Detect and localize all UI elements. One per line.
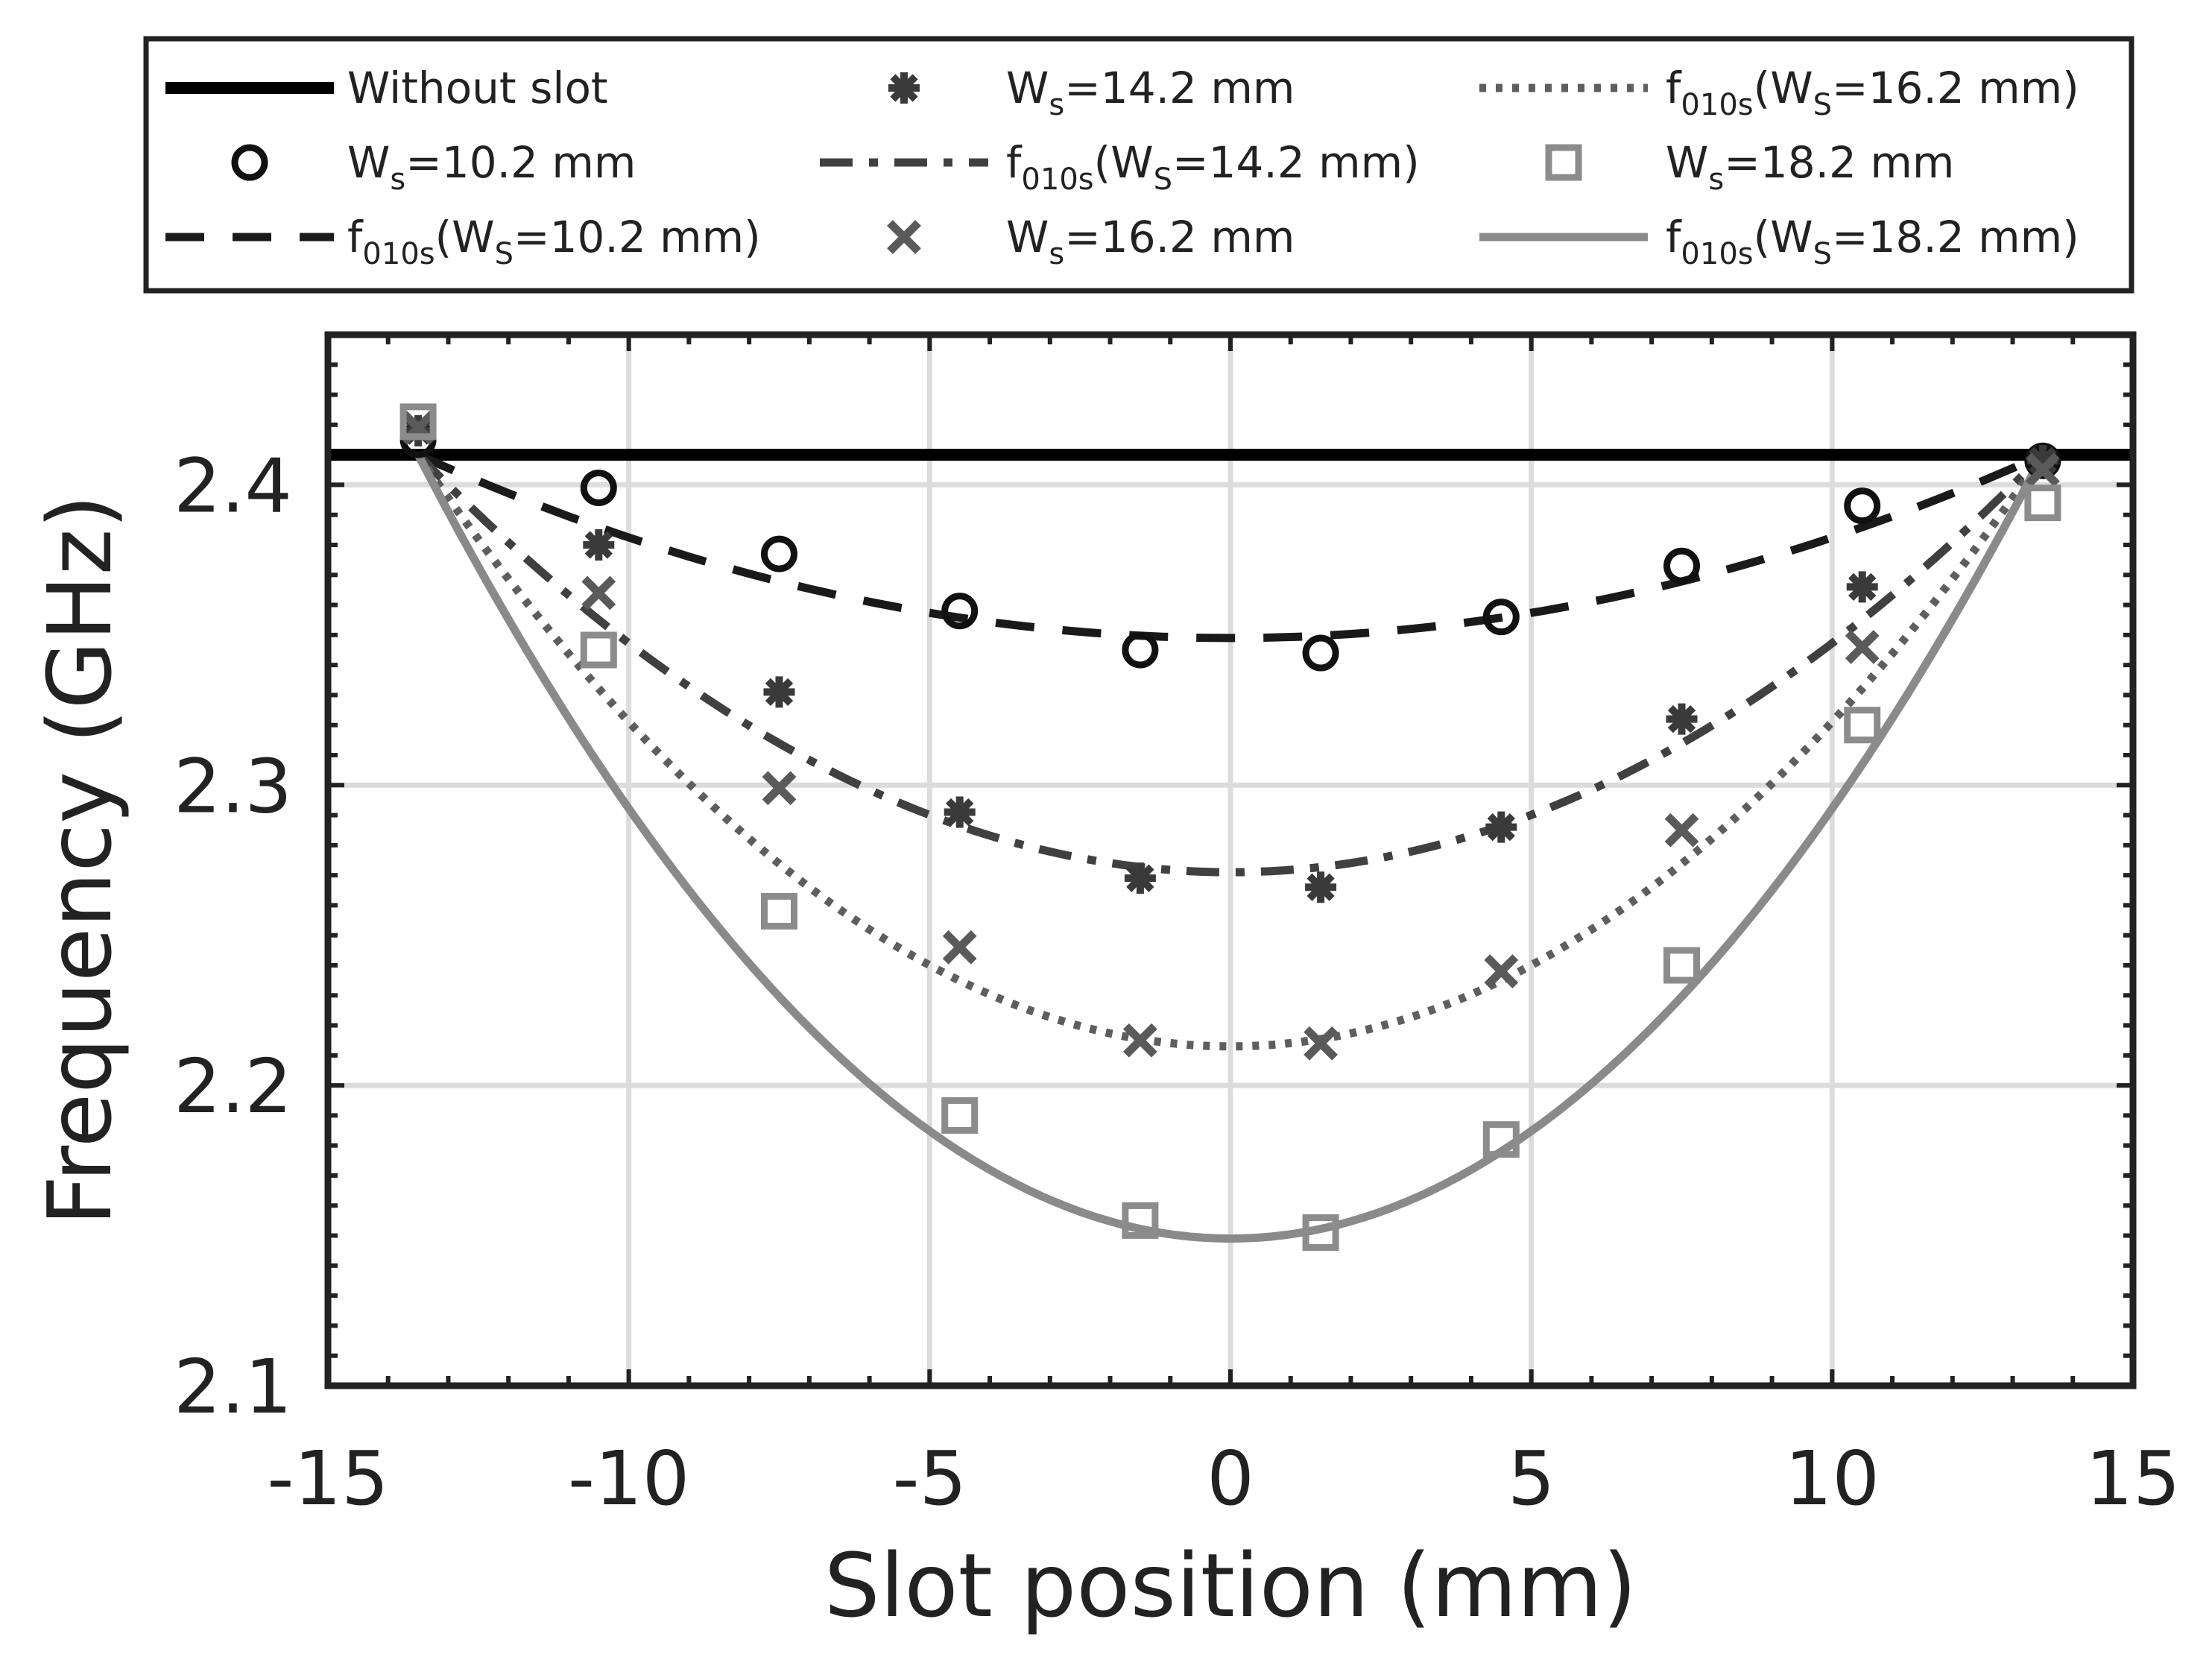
legend-entry: f010s(WS=18.2 mm)	[1479, 212, 2079, 271]
legend-label: Without slot	[347, 63, 608, 113]
legend-label: f010s(WS=16.2 mm)	[1666, 63, 2079, 122]
legend-label: Ws=16.2 mm	[1006, 212, 1295, 271]
legend-swatch-marker	[1545, 144, 1582, 181]
legend: Without slot Ws=10.2 mm f010s(WS=10.2 mm) W…	[143, 36, 2134, 294]
grid	[328, 335, 2133, 1386]
data-point-x	[581, 575, 616, 610]
data-point-star-core	[1132, 871, 1148, 886]
y-tick-labels: 2.1 2.2 2.3 2.4	[174, 442, 292, 1430]
legend-label: Ws=14.2 mm	[1006, 63, 1295, 122]
series-markers	[399, 403, 2061, 1252]
legend-box	[143, 36, 2134, 294]
data-point-square	[399, 403, 437, 441]
legend-entry: Ws=18.2 mm	[1545, 137, 1954, 197]
legend-items: Without slot Ws=10.2 mm f010s(WS=10.2 mm) W…	[165, 63, 2079, 271]
x-tick-label: -5	[892, 1435, 967, 1522]
data-point-star-core	[591, 537, 607, 552]
data-point-x	[2026, 452, 2060, 488]
x-tick-label: 10	[1785, 1435, 1880, 1522]
y-axis-label: Frequency (GHz)	[28, 494, 131, 1225]
x-tick-label: 5	[1508, 1435, 1555, 1522]
data-point-square	[1844, 707, 1881, 744]
fit-curve	[416, 451, 2045, 643]
data-point-x	[1304, 1026, 1338, 1061]
fit-curve	[415, 452, 2046, 877]
y-tick-label: 2.4	[174, 442, 292, 529]
data-point-circle	[1482, 599, 1520, 636]
legend-entry: f010s(WS=16.2 mm)	[1479, 63, 2079, 122]
legend-entry: Ws=10.2 mm	[231, 137, 636, 197]
legend-label: f010s(WS=14.2 mm)	[1006, 137, 1420, 197]
x-tick-label: -10	[568, 1435, 689, 1522]
data-point-circle	[1844, 488, 1881, 525]
legend-label: Ws=18.2 mm	[1666, 137, 1954, 197]
legend-swatch-marker	[231, 144, 268, 181]
legend-entry: f010s(WS=14.2 mm)	[820, 137, 1420, 197]
data-point-square	[1663, 947, 1700, 984]
legend-label: Ws=10.2 mm	[347, 137, 636, 197]
data-point-x	[1123, 1023, 1157, 1058]
y-tick-label: 2.1	[174, 1343, 292, 1430]
x-tick-label: -15	[267, 1435, 388, 1522]
data-point-square	[941, 1097, 979, 1134]
data-point-star-core	[771, 684, 787, 700]
data-point-circle	[1663, 547, 1700, 584]
data-point-square	[761, 892, 797, 930]
data-point-circle	[1122, 631, 1159, 669]
fit-curve	[414, 452, 2047, 1051]
legend-entry: Without slot	[165, 63, 608, 113]
x-tick-label: 0	[1207, 1435, 1254, 1522]
legend-label: f010s(WS=18.2 mm)	[1666, 212, 2079, 271]
fit-curve	[414, 452, 2047, 1243]
data-point-star-core	[1494, 819, 1509, 835]
series-lines	[328, 449, 2133, 1243]
legend-swatch-marker-core	[897, 81, 911, 95]
data-point-x	[1845, 630, 1880, 664]
data-point-circle	[580, 469, 617, 506]
legend-entry: Ws=16.2 mm	[887, 212, 1295, 271]
data-point-square	[1482, 1121, 1520, 1158]
x-tick-label: 15	[2085, 1435, 2180, 1522]
y-tick-label: 2.2	[174, 1043, 292, 1130]
data-point-square	[2024, 485, 2061, 522]
data-point-x	[942, 930, 977, 965]
plot-frame	[324, 331, 2137, 1389]
data-point-square	[1122, 1202, 1159, 1239]
x-axis-label: Slot position (mm)	[824, 1534, 1637, 1637]
data-point-star-core	[952, 804, 967, 820]
legend-entry: f010s(WS=10.2 mm)	[165, 212, 761, 271]
data-point-square	[1302, 1214, 1339, 1252]
data-point-star-core	[1674, 711, 1690, 727]
legend-swatch-marker	[887, 220, 921, 254]
data-point-x	[1664, 813, 1699, 848]
data-point-circle	[761, 535, 797, 572]
legend-entry: Ws=14.2 mm	[888, 63, 1295, 122]
data-point-circle	[1302, 634, 1339, 672]
data-point-star-core	[1854, 579, 1870, 595]
x-tick-labels: -15 -10 -5 0 5 10 15	[267, 1435, 2180, 1522]
data-point-circle	[941, 593, 979, 630]
data-point-x	[1484, 954, 1519, 988]
data-point-x	[762, 771, 797, 806]
data-point-star-core	[1313, 880, 1329, 895]
data-point-square	[580, 631, 617, 669]
y-tick-label: 2.3	[174, 742, 292, 830]
legend-label: f010s(WS=10.2 mm)	[347, 212, 761, 271]
